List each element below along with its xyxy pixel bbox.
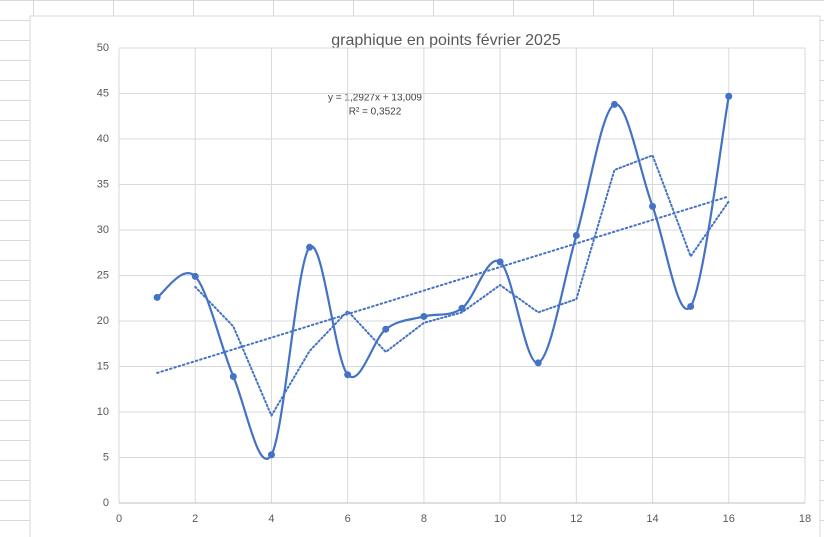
data-point (496, 258, 504, 266)
x-tick-label: 14 (646, 513, 658, 525)
y-tick-label: 0 (103, 497, 109, 509)
y-tick-label: 5 (103, 451, 109, 463)
x-tick-label: 4 (268, 513, 274, 525)
x-tick-label: 12 (570, 513, 582, 525)
y-tick-label: 50 (97, 42, 109, 54)
x-tick-label: 16 (723, 513, 735, 525)
data-point (649, 202, 657, 210)
trendline-r2: R² = 0,3522 (349, 107, 402, 118)
data-point (458, 304, 466, 312)
y-tick-label: 40 (97, 133, 109, 145)
x-tick-label: 18 (799, 513, 811, 525)
data-point (534, 359, 542, 367)
chart-area (29, 15, 821, 537)
y-tick-label: 20 (97, 315, 109, 327)
y-tick-label: 25 (97, 269, 109, 281)
y-tick-label: 45 (97, 87, 109, 99)
data-point (572, 231, 580, 239)
data-point (382, 325, 390, 333)
x-tick-label: 10 (494, 513, 506, 525)
trendline (156, 195, 730, 374)
x-tick-label: 2 (192, 513, 198, 525)
data-point (687, 302, 695, 310)
y-tick-label: 30 (97, 224, 109, 236)
data-point (725, 92, 733, 100)
data-point (153, 293, 161, 301)
data-point (344, 371, 352, 379)
y-tick-label: 35 (97, 178, 109, 190)
y-tick-label: 10 (97, 406, 109, 418)
data-point (306, 243, 314, 251)
x-tick-label: 0 (116, 513, 122, 525)
x-tick-label: 8 (421, 513, 427, 525)
data-point (191, 272, 199, 280)
data-point (610, 100, 618, 108)
trendline-equation: y = 1,2927x + 13,009 (328, 93, 422, 104)
data-point (229, 373, 237, 381)
y-tick-label: 15 (97, 360, 109, 372)
data-point (420, 312, 428, 320)
data-point (267, 451, 275, 459)
chart-title: graphique en points février 2025 (331, 32, 561, 49)
x-tick-label: 6 (345, 513, 351, 525)
